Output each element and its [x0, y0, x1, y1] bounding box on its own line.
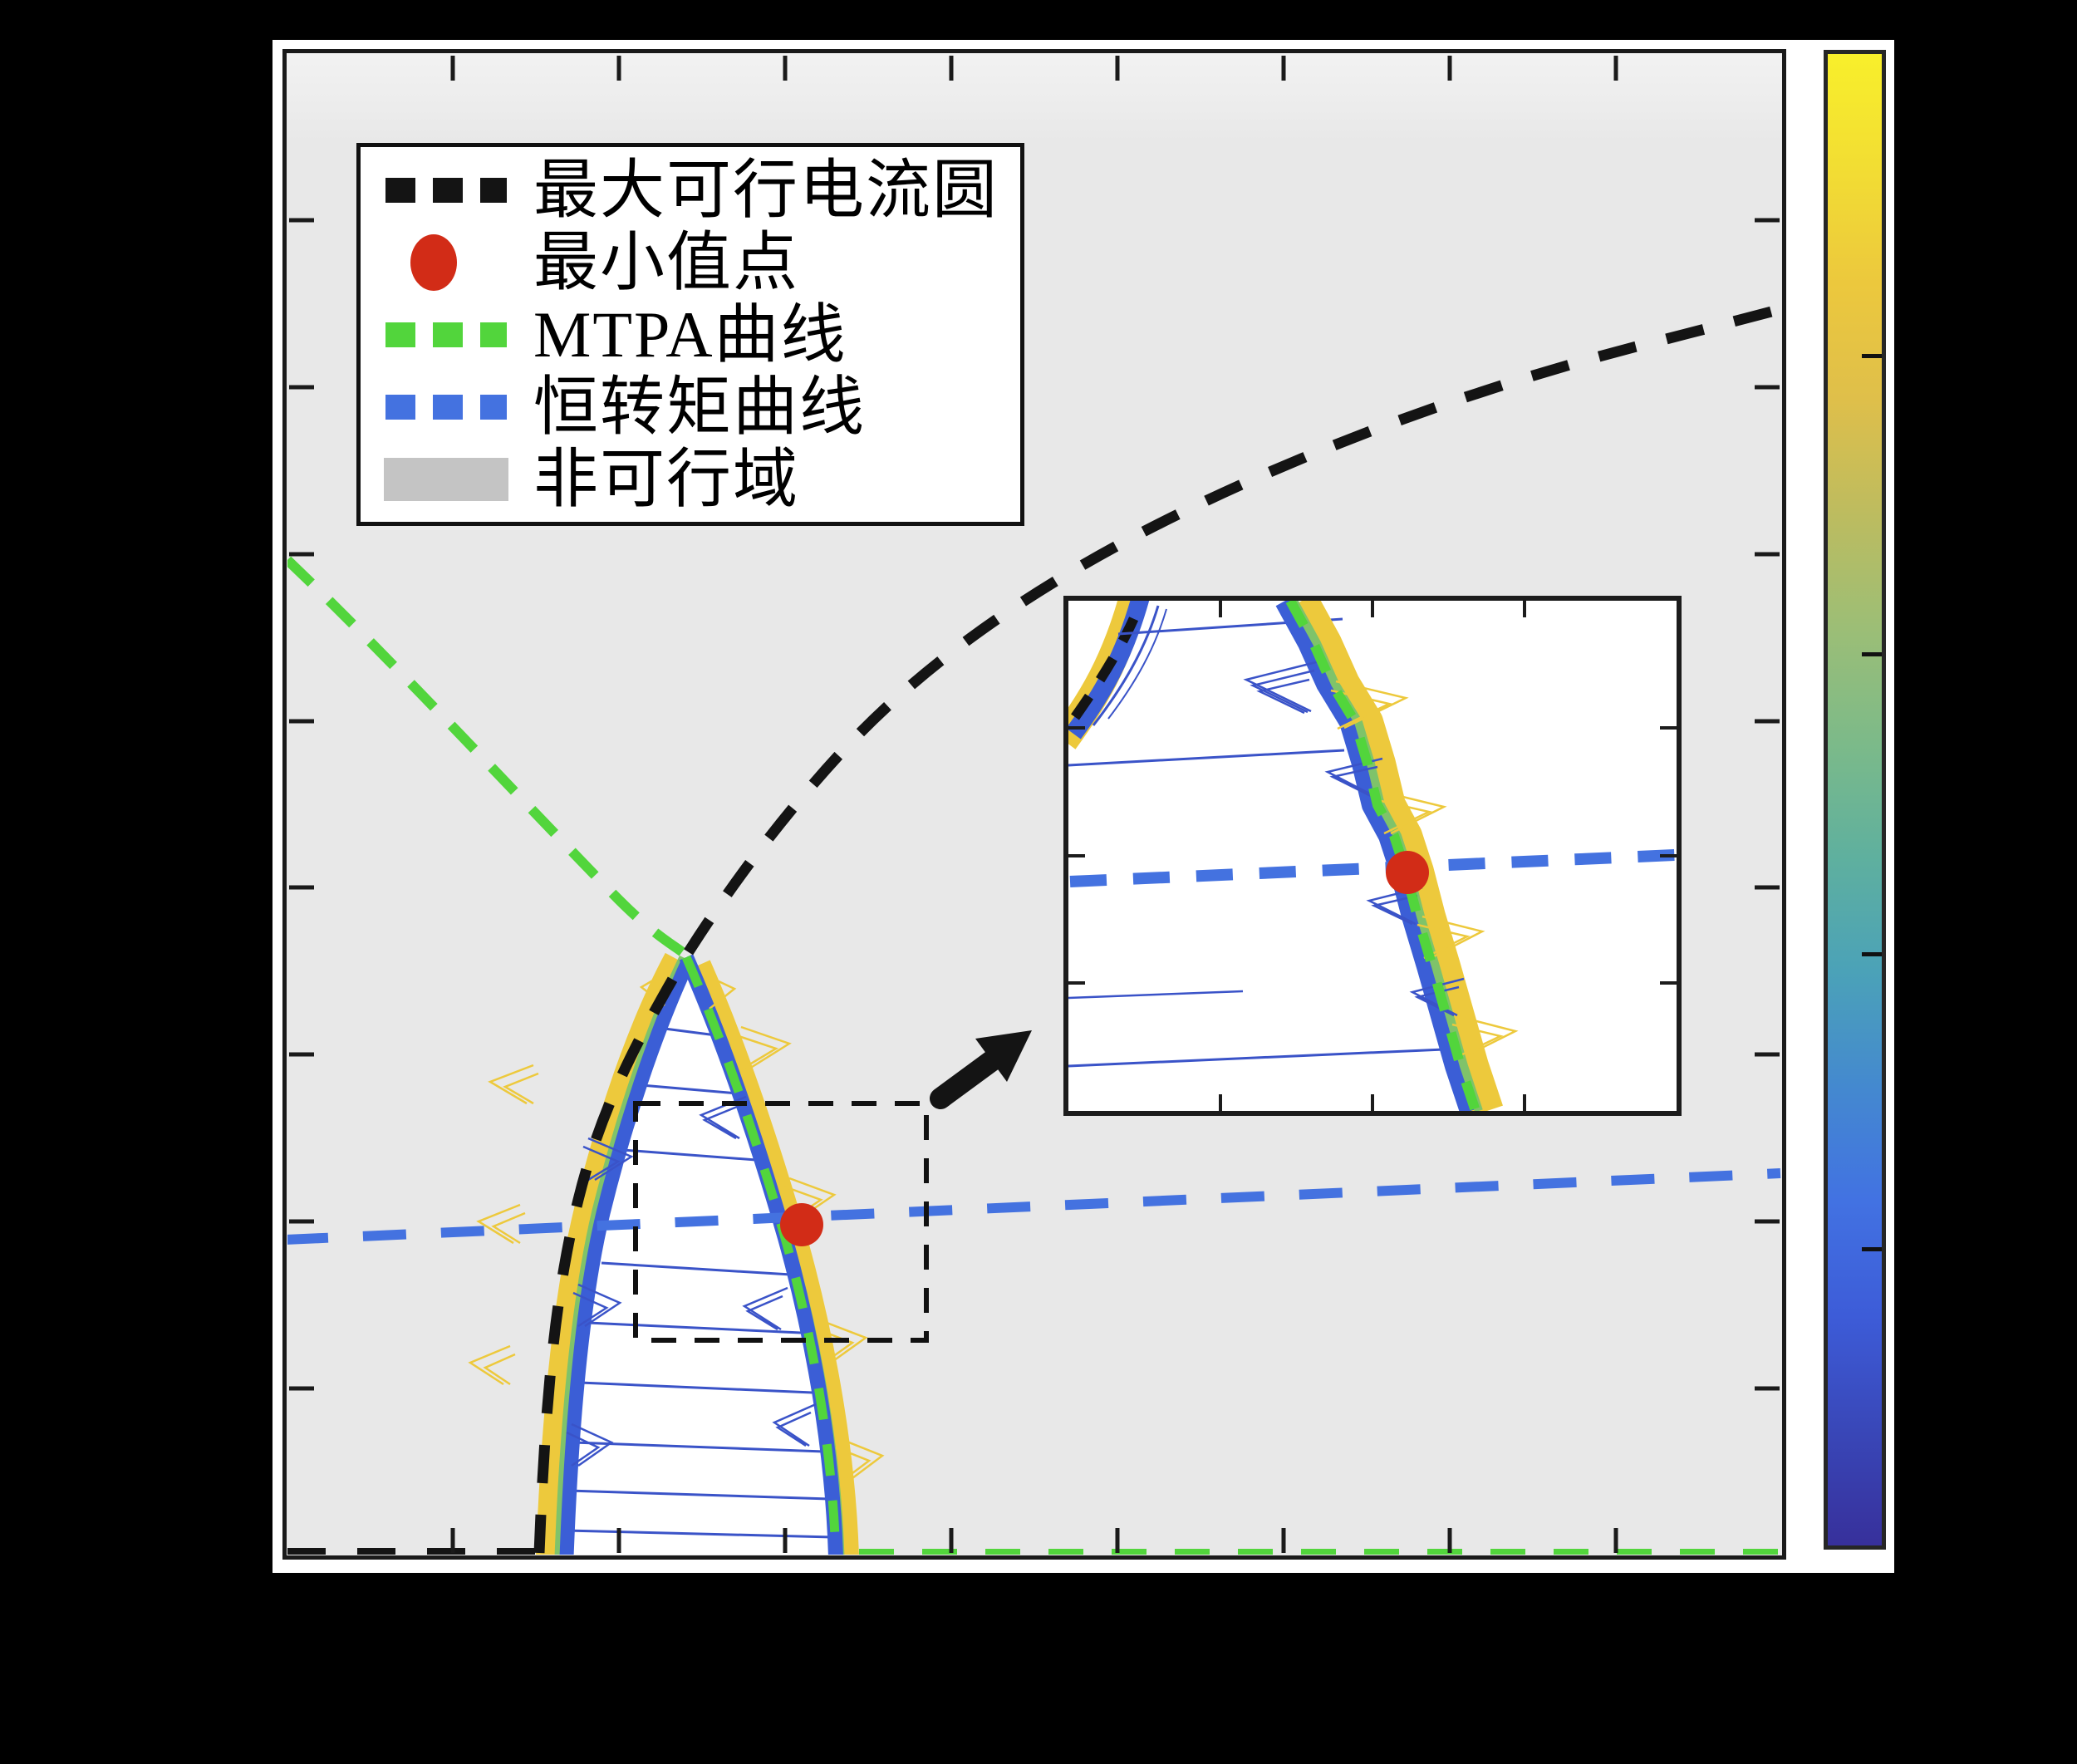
legend-item-infeasible-region: 非可行域	[384, 444, 1020, 515]
green-dashed-line-icon	[384, 321, 533, 349]
constant-torque-curve	[287, 1168, 1781, 1245]
zoom-arrow	[930, 1030, 1032, 1109]
inset-teeth-yellow	[1330, 680, 1519, 1058]
legend-label: MTPA曲线	[533, 297, 847, 371]
legend-item-mtpa-curve: MTPA曲线	[384, 299, 1020, 371]
legend-label: 最大可行电流圆	[533, 153, 999, 226]
inset-band-fragment	[1068, 601, 1167, 749]
legend-item-minimum-point: 最小值点	[384, 227, 1020, 298]
red-dot-icon	[384, 231, 533, 294]
inset-ticks	[1068, 601, 1677, 1111]
colorbar-tick	[1862, 651, 1882, 656]
legend: 最大可行电流圆 最小值点 MTPA曲线 恒转矩曲线 非可行域	[356, 143, 1024, 526]
contour-band-left	[536, 952, 695, 1555]
legend-label: 最小值点	[533, 225, 800, 298]
colorbar-tick	[1862, 353, 1882, 358]
inset-contour-band	[1275, 601, 1503, 1111]
inset-mtpa-curve	[1285, 601, 1480, 1111]
legend-label: 非可行域	[533, 442, 800, 515]
legend-label: 恒转矩曲线	[533, 370, 867, 443]
blue-dashed-line-icon	[384, 393, 533, 421]
black-dashed-line-icon	[384, 176, 533, 204]
legend-item-constant-torque: 恒转矩曲线	[384, 371, 1020, 443]
colorbar-tick	[1862, 951, 1882, 956]
axis-ticks	[289, 56, 1780, 1553]
thin-contour-lines	[565, 1027, 833, 1539]
colorbar-tick	[1862, 1247, 1882, 1251]
inset-minimum-point	[1386, 851, 1429, 894]
legend-item-max-current-circle: 最大可行电流圆	[384, 155, 1020, 226]
inset-graphics	[1068, 601, 1677, 1111]
gray-patch-icon	[384, 457, 533, 501]
minimum-point	[780, 1203, 823, 1246]
inset-zoom-view	[1063, 596, 1682, 1116]
colorbar	[1824, 50, 1886, 1550]
max-current-circle	[287, 305, 1776, 1555]
zoom-rectangle	[633, 1101, 929, 1343]
inset-constant-torque	[1069, 849, 1676, 887]
